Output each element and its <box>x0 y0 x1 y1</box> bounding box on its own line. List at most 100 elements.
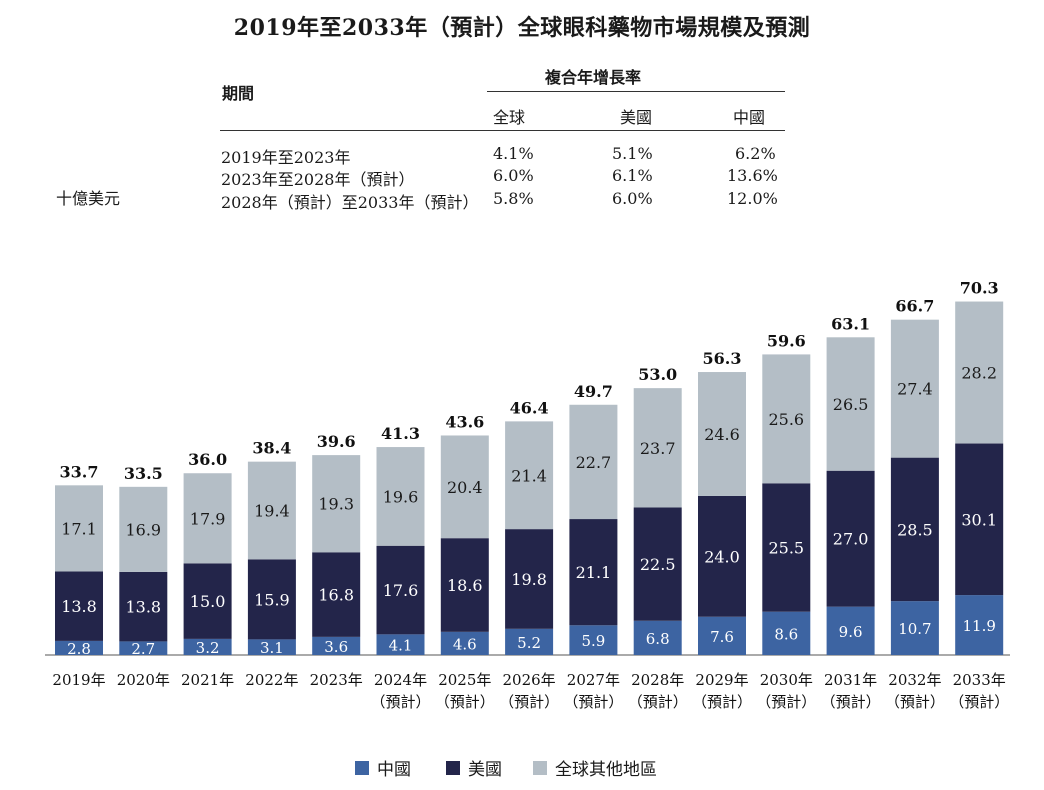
total-label: 33.7 <box>60 462 99 481</box>
total-label: 46.4 <box>510 398 549 417</box>
legend-item-rest-of-world: 全球其他地區 <box>533 755 657 780</box>
value-label-rest-of-world: 21.4 <box>511 466 547 485</box>
cagr-table-rule <box>220 130 785 131</box>
bar-segment-rest-of-world <box>698 372 746 496</box>
bar-segment-rest-of-world <box>376 447 425 546</box>
x-tick-label: 2025年 <box>438 671 491 689</box>
x-tick-sublabel: （預計） <box>756 693 816 711</box>
value-label-china: 8.6 <box>774 625 798 643</box>
total-label: 49.7 <box>574 382 613 401</box>
bar-segment-us <box>890 457 939 602</box>
value-label-china: 9.6 <box>839 623 863 641</box>
value-label-rest-of-world: 17.1 <box>61 519 97 538</box>
value-label-china: 11.9 <box>962 617 995 635</box>
cagr-value: 6.0% <box>493 166 534 185</box>
value-label-china: 4.6 <box>453 635 477 653</box>
total-label: 59.6 <box>767 331 806 350</box>
bar-segment-china <box>698 616 746 655</box>
value-label-china: 3.1 <box>260 639 284 657</box>
x-tick-label: 2031年 <box>824 671 877 689</box>
chart-title: 2019年至2033年（預計）全球眼科藥物市場規模及預測 <box>233 15 811 41</box>
bar-segment-rest-of-world <box>505 421 554 530</box>
bar-segment-rest-of-world <box>247 461 296 560</box>
bar-segment-china <box>55 640 103 655</box>
bar-segment-china <box>440 631 489 655</box>
bar-segment-china <box>247 639 296 655</box>
total-label: 41.3 <box>381 424 420 443</box>
x-tick-label: 2023年 <box>310 671 363 689</box>
bar-segment-china <box>376 634 425 655</box>
legend: 中國 美國 全球其他地區 <box>0 755 1044 780</box>
value-label-us: 16.8 <box>318 586 354 605</box>
bar-segment-us <box>183 563 232 639</box>
total-label: 56.3 <box>703 349 742 368</box>
legend-item-china: 中國 <box>355 755 411 780</box>
bar-segment-rest-of-world <box>569 404 618 520</box>
value-label-us: 24.0 <box>704 547 740 566</box>
value-label-us: 18.6 <box>447 576 483 595</box>
bar-segment-china <box>762 611 811 655</box>
legend-swatch-us <box>446 760 460 775</box>
x-tick-label: 2027年 <box>567 671 620 689</box>
value-label-us: 17.6 <box>383 581 419 600</box>
bar-segment-china <box>955 595 1004 655</box>
value-label-rest-of-world: 17.9 <box>190 509 226 528</box>
total-label: 66.7 <box>895 297 934 316</box>
cagr-col-us: 美國 <box>620 108 653 127</box>
x-tick-label: 2033年 <box>953 671 1006 689</box>
value-label-us: 21.1 <box>576 563 612 582</box>
bar-segment-rest-of-world <box>633 388 682 508</box>
bar-segment-us <box>247 559 296 640</box>
cagr-value: 6.2% <box>735 144 776 163</box>
bar-segment-us <box>119 571 168 642</box>
bar-segment-rest-of-world <box>55 485 103 572</box>
value-label-china: 5.9 <box>581 632 605 650</box>
x-tick-label: 2029年 <box>695 671 748 689</box>
x-tick-sublabel: （預計） <box>885 693 945 711</box>
cagr-row-period: 2019年至2023年 <box>221 148 351 167</box>
value-label-china: 5.2 <box>517 634 541 652</box>
legend-label-us: 美國 <box>468 760 502 780</box>
x-tick-sublabel: （預計） <box>949 693 1009 711</box>
cagr-value: 12.0% <box>727 189 778 208</box>
value-label-rest-of-world: 24.6 <box>704 425 740 444</box>
bar-segment-us <box>762 483 811 612</box>
total-label: 53.0 <box>638 365 677 384</box>
bar-segment-rest-of-world <box>762 354 811 484</box>
value-label-rest-of-world: 19.6 <box>383 487 419 506</box>
cagr-value: 4.1% <box>493 144 534 163</box>
total-label: 63.1 <box>831 314 870 333</box>
value-label-us: 30.1 <box>961 510 997 529</box>
x-tick-label: 2024年 <box>374 671 427 689</box>
value-label-rest-of-world: 22.7 <box>576 453 612 472</box>
x-tick-label: 2021年 <box>181 671 234 689</box>
bar-segment-us <box>376 545 425 635</box>
bar-segment-us <box>955 443 1004 596</box>
x-tick-sublabel: （預計） <box>499 693 559 711</box>
cagr-col-global: 全球 <box>493 108 526 127</box>
bar-segment-us <box>312 552 361 637</box>
bar-segment-china <box>183 638 232 655</box>
x-tick-label: 2030年 <box>760 671 813 689</box>
cagr-row-period: 2028年（預計）至2033年（預計） <box>221 193 479 212</box>
value-label-rest-of-world: 28.2 <box>961 364 997 383</box>
x-tick-sublabel: （預計） <box>370 693 430 711</box>
value-label-china: 2.8 <box>67 640 91 658</box>
bar-segment-rest-of-world <box>890 319 939 458</box>
bar-segment-china <box>633 620 682 655</box>
cagr-header: 複合年增長率 <box>545 68 642 87</box>
bar-segment-us <box>440 538 489 632</box>
total-label: 70.3 <box>960 279 999 298</box>
value-label-china: 6.8 <box>646 630 670 648</box>
bar-segment-us <box>569 519 618 626</box>
value-label-us: 15.9 <box>254 590 290 609</box>
x-tick-label: 2020年 <box>117 671 170 689</box>
value-label-china: 10.7 <box>898 620 931 638</box>
bar-segment-china <box>505 628 554 655</box>
value-label-us: 28.5 <box>897 520 933 539</box>
bar-segment-china <box>312 636 361 655</box>
total-label: 38.4 <box>252 439 291 458</box>
bar-segment-rest-of-world <box>119 486 168 572</box>
total-label: 33.5 <box>124 464 163 483</box>
cagr-value: 5.1% <box>612 144 653 163</box>
